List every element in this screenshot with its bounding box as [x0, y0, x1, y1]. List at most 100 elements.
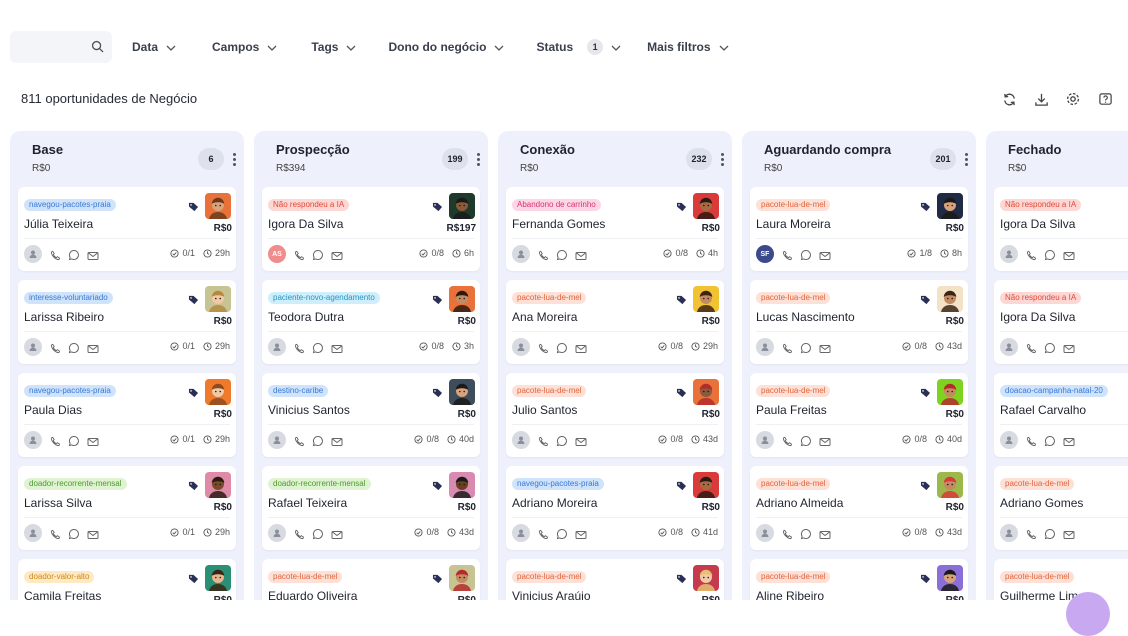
more-vertical-icon[interactable] — [228, 149, 240, 169]
mail-icon[interactable] — [575, 341, 587, 353]
chat-icon[interactable] — [68, 527, 80, 540]
owner-avatar[interactable] — [1000, 245, 1018, 263]
owner-avatar[interactable] — [1000, 431, 1018, 449]
deal-card[interactable]: pacote-lua-de-mel Ana Moreira R$0 0/8 29h — [506, 280, 724, 364]
deal-card[interactable]: pacote-lua-de-mel Adriano Almeida R$0 0/8 43… — [750, 466, 968, 550]
owner-avatar[interactable]: AS — [268, 245, 286, 263]
chat-icon[interactable] — [312, 527, 324, 540]
mail-icon[interactable] — [87, 341, 99, 353]
owner-avatar[interactable] — [1000, 524, 1018, 542]
mail-icon[interactable] — [819, 527, 831, 539]
tag-icon[interactable] — [432, 385, 443, 403]
owner-avatar[interactable] — [268, 338, 286, 356]
owner-avatar[interactable] — [756, 524, 774, 542]
deal-card[interactable]: Não respondeu a IA Igora Da Silva — [994, 280, 1128, 364]
mail-icon[interactable] — [819, 341, 831, 353]
owner-avatar[interactable] — [268, 524, 286, 542]
phone-icon[interactable] — [782, 341, 794, 354]
tag-icon[interactable] — [676, 571, 687, 589]
tag-icon[interactable] — [676, 385, 687, 403]
phone-icon[interactable] — [782, 248, 794, 261]
tag-icon[interactable] — [188, 292, 199, 310]
refresh-icon[interactable] — [1000, 90, 1018, 108]
phone-icon[interactable] — [294, 527, 306, 540]
chat-icon[interactable] — [800, 248, 812, 261]
deal-card[interactable]: navegou-pacotes-praia Júlia Teixeira R$0 0/… — [18, 187, 236, 271]
mail-icon[interactable] — [331, 248, 343, 260]
owner-avatar[interactable] — [512, 245, 530, 263]
filter-fields[interactable]: Campos — [212, 40, 277, 54]
mail-icon[interactable] — [1063, 527, 1075, 539]
tag-icon[interactable] — [920, 199, 931, 217]
tag-icon[interactable] — [432, 478, 443, 496]
deal-card[interactable]: doador-recorrente-mensal Rafael Teixeira R… — [262, 466, 480, 550]
download-icon[interactable] — [1032, 90, 1050, 108]
tag-icon[interactable] — [920, 292, 931, 310]
deal-card[interactable]: pacote-lua-de-mel Adriano Gomes — [994, 466, 1128, 550]
more-vertical-icon[interactable] — [716, 149, 728, 169]
filter-owner[interactable]: Dono do negócio — [388, 40, 504, 54]
tag-icon[interactable] — [188, 199, 199, 217]
filter-tags[interactable]: Tags — [311, 40, 356, 54]
deal-card[interactable]: navegou-pacotes-praia Adriano Moreira R$0 0… — [506, 466, 724, 550]
chat-icon[interactable] — [800, 527, 812, 540]
phone-icon[interactable] — [50, 341, 62, 354]
deal-card[interactable]: paciente-novo-agendamento Teodora Dutra R$… — [262, 280, 480, 364]
phone-icon[interactable] — [538, 434, 550, 447]
mail-icon[interactable] — [87, 248, 99, 260]
tag-icon[interactable] — [432, 292, 443, 310]
chat-icon[interactable] — [556, 341, 568, 354]
chat-icon[interactable] — [1044, 248, 1056, 261]
chat-icon[interactable] — [800, 434, 812, 447]
gear-icon[interactable] — [1064, 90, 1082, 108]
phone-icon[interactable] — [1026, 341, 1038, 354]
tag-icon[interactable] — [920, 385, 931, 403]
mail-icon[interactable] — [575, 434, 587, 446]
owner-avatar[interactable] — [1000, 338, 1018, 356]
deal-card[interactable]: interesse-voluntariado Larissa Ribeiro R$0… — [18, 280, 236, 364]
mail-icon[interactable] — [331, 527, 343, 539]
owner-avatar[interactable] — [512, 431, 530, 449]
tag-icon[interactable] — [188, 478, 199, 496]
phone-icon[interactable] — [782, 434, 794, 447]
phone-icon[interactable] — [538, 248, 550, 261]
tag-icon[interactable] — [676, 199, 687, 217]
deal-card[interactable]: Abandono de carrinho Fernanda Gomes R$0 0/8… — [506, 187, 724, 271]
mail-icon[interactable] — [819, 248, 831, 260]
owner-avatar[interactable]: SF — [756, 245, 774, 263]
deal-card[interactable]: pacote-lua-de-mel Lucas Nascimento R$0 0/8 4… — [750, 280, 968, 364]
owner-avatar[interactable] — [512, 338, 530, 356]
more-vertical-icon[interactable] — [960, 149, 972, 169]
phone-icon[interactable] — [782, 527, 794, 540]
search-input[interactable] — [10, 31, 112, 63]
deal-card[interactable]: destino-caribe Vinicius Santos R$0 0/8 40d — [262, 373, 480, 457]
phone-icon[interactable] — [294, 248, 306, 261]
chat-icon[interactable] — [68, 248, 80, 261]
phone-icon[interactable] — [1026, 434, 1038, 447]
deal-card[interactable]: Não respondeu a IA Igora Da Silva R$197 AS 0… — [262, 187, 480, 271]
owner-avatar[interactable] — [24, 524, 42, 542]
tag-icon[interactable] — [188, 571, 199, 589]
more-vertical-icon[interactable] — [472, 149, 484, 169]
tag-icon[interactable] — [676, 292, 687, 310]
deal-card[interactable]: doador-recorrente-mensal Larissa Silva R$0… — [18, 466, 236, 550]
tag-icon[interactable] — [920, 478, 931, 496]
phone-icon[interactable] — [1026, 248, 1038, 261]
chat-icon[interactable] — [556, 434, 568, 447]
chat-icon[interactable] — [556, 527, 568, 540]
tag-icon[interactable] — [188, 385, 199, 403]
chat-icon[interactable] — [312, 341, 324, 354]
filter-more[interactable]: Mais filtros — [647, 40, 728, 54]
chat-icon[interactable] — [1044, 341, 1056, 354]
deal-card[interactable]: doacao-campanha-natal-20 Rafael Carvalho — [994, 373, 1128, 457]
filter-date[interactable]: Data — [132, 40, 176, 54]
tag-icon[interactable] — [432, 571, 443, 589]
owner-avatar[interactable] — [756, 431, 774, 449]
filter-status[interactable]: Status 1 — [536, 39, 621, 55]
mail-icon[interactable] — [331, 434, 343, 446]
phone-icon[interactable] — [50, 248, 62, 261]
phone-icon[interactable] — [538, 527, 550, 540]
